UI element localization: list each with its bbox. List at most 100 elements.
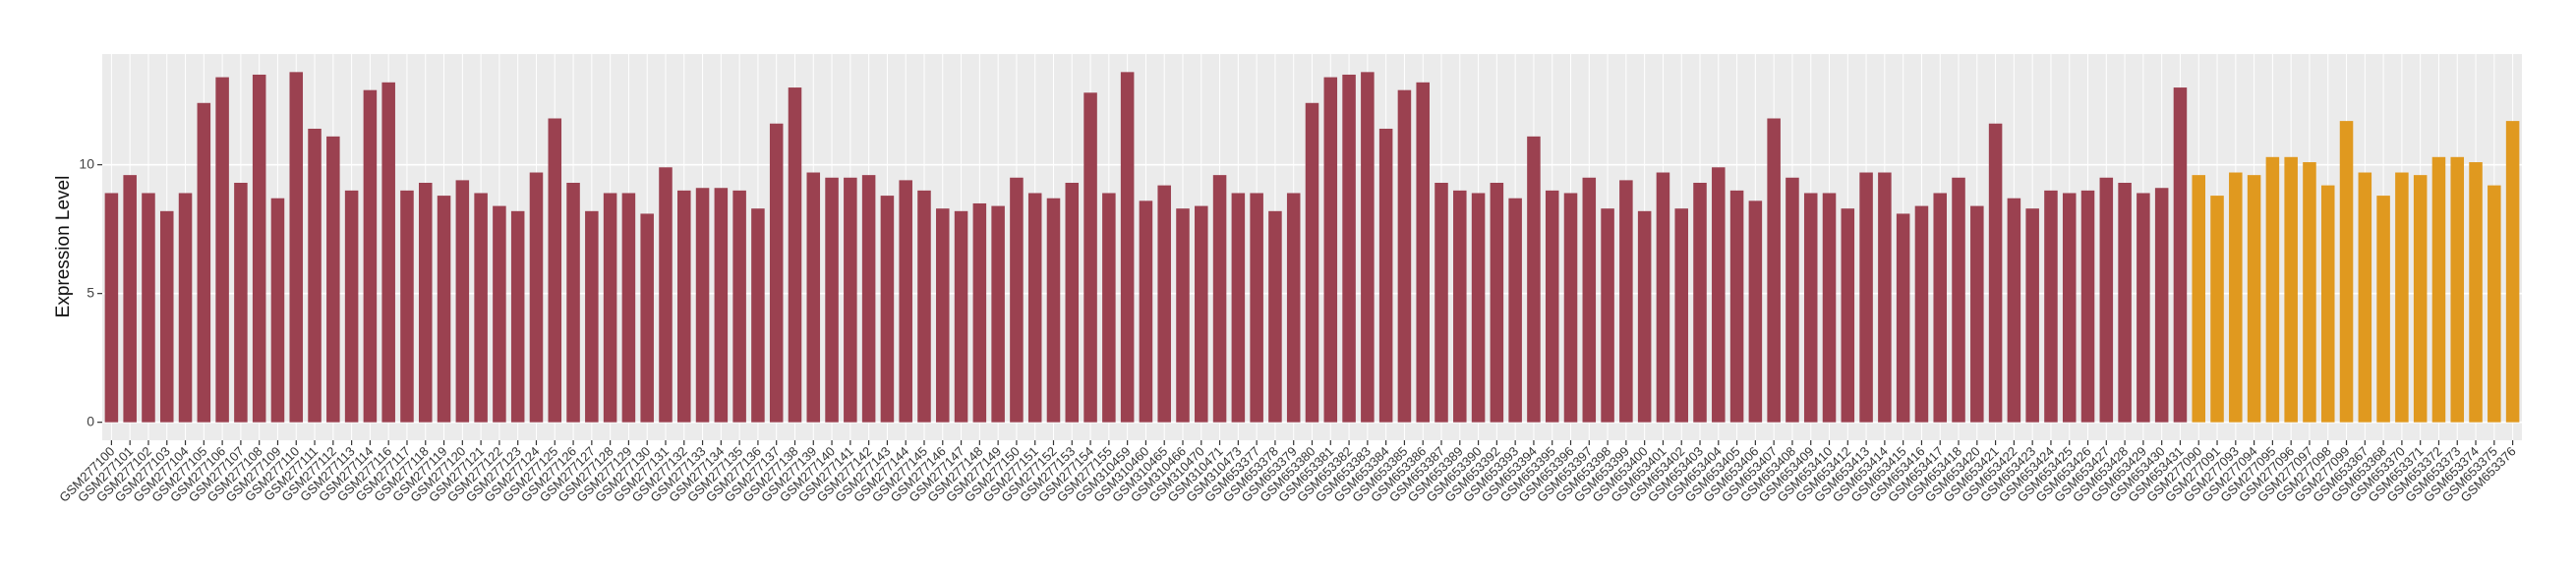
bar: [2247, 175, 2261, 423]
bar: [1416, 82, 1430, 423]
y-axis-title: Expression Level: [53, 176, 74, 318]
bar: [1010, 177, 1024, 423]
bar: [1342, 74, 1356, 423]
bar: [1988, 123, 2003, 423]
bar: [585, 210, 599, 423]
bar: [677, 190, 691, 423]
labels: 0510GSM277100GSM277101GSM277102GSM277103…: [56, 155, 2518, 504]
bar: [2044, 190, 2058, 423]
bar: [2154, 188, 2169, 423]
bar: [215, 77, 229, 423]
bar: [788, 87, 802, 423]
bar: [2118, 183, 2132, 423]
bar: [1139, 200, 1153, 423]
bar: [1970, 205, 1984, 423]
bar: [548, 118, 562, 423]
y-tick-label: 5: [87, 284, 94, 300]
bar: [566, 183, 580, 423]
bar: [437, 196, 451, 423]
bar: [1545, 190, 1559, 423]
bar: [289, 72, 304, 423]
bar: [474, 193, 488, 423]
bar: [159, 210, 174, 423]
bar: [2469, 162, 2483, 423]
bar: [2488, 185, 2501, 423]
bar: [751, 208, 765, 423]
bar: [1674, 208, 1688, 423]
bar: [1748, 200, 1763, 423]
bar: [917, 190, 931, 423]
bar: [880, 196, 895, 423]
bar: [2265, 156, 2280, 423]
bar: [1841, 208, 1855, 423]
bar: [2358, 172, 2372, 423]
bar: [308, 128, 322, 423]
bar: [252, 74, 266, 423]
bar: [381, 82, 395, 423]
bar: [418, 183, 433, 423]
y-tick-label: 0: [87, 413, 94, 428]
bar: [1896, 213, 1910, 423]
bar: [2173, 87, 2188, 423]
bar: [1712, 167, 1726, 423]
bar: [2025, 208, 2039, 423]
bar: [1434, 183, 1448, 423]
bar: [1286, 193, 1301, 423]
bar: [2395, 172, 2409, 423]
bar: [400, 190, 414, 423]
bar: [991, 205, 1005, 423]
bars: [104, 72, 2520, 423]
bar: [732, 190, 746, 423]
bar: [695, 188, 710, 423]
bar: [1027, 193, 1042, 423]
bar: [1065, 183, 1080, 423]
bar: [2450, 156, 2465, 423]
bar: [493, 205, 506, 423]
bar: [1195, 205, 1208, 423]
bar: [1656, 172, 1670, 423]
bar: [142, 193, 155, 423]
bar: [1601, 208, 1614, 423]
bar: [1767, 118, 1781, 423]
bar: [455, 180, 470, 423]
bar: [1878, 172, 1892, 423]
y-tick-label: 10: [79, 155, 94, 171]
bar: [1176, 208, 1190, 423]
bar: [2062, 193, 2077, 423]
bar: [603, 193, 617, 423]
bar: [1729, 190, 1744, 423]
bar: [2080, 190, 2095, 423]
bar: [954, 210, 968, 423]
bar: [1914, 205, 1929, 423]
bar: [2210, 196, 2224, 423]
bar: [2137, 193, 2150, 423]
bar: [1453, 190, 1467, 423]
bar: [1378, 128, 1393, 423]
bar: [2339, 121, 2354, 423]
bar: [2229, 172, 2243, 423]
bar: [1786, 177, 1799, 423]
bar: [178, 193, 193, 423]
bar: [1231, 193, 1246, 423]
bar: [844, 177, 857, 423]
bar: [2505, 121, 2520, 423]
bar: [529, 172, 544, 423]
bar: [2192, 175, 2206, 423]
bar: [2284, 156, 2298, 423]
bar: [2099, 177, 2114, 423]
bar: [1490, 183, 1504, 423]
bar: [344, 190, 359, 423]
bar: [1619, 180, 1633, 423]
bar: [1582, 177, 1597, 423]
bar: [2303, 162, 2316, 423]
bar: [2431, 156, 2446, 423]
bar: [1933, 193, 1947, 423]
bar: [714, 188, 729, 423]
bar: [1250, 193, 1263, 423]
bar: [1952, 177, 1965, 423]
bar: [234, 183, 248, 423]
bar: [1361, 72, 1375, 423]
bar: [659, 167, 673, 423]
bar: [1268, 210, 1282, 423]
